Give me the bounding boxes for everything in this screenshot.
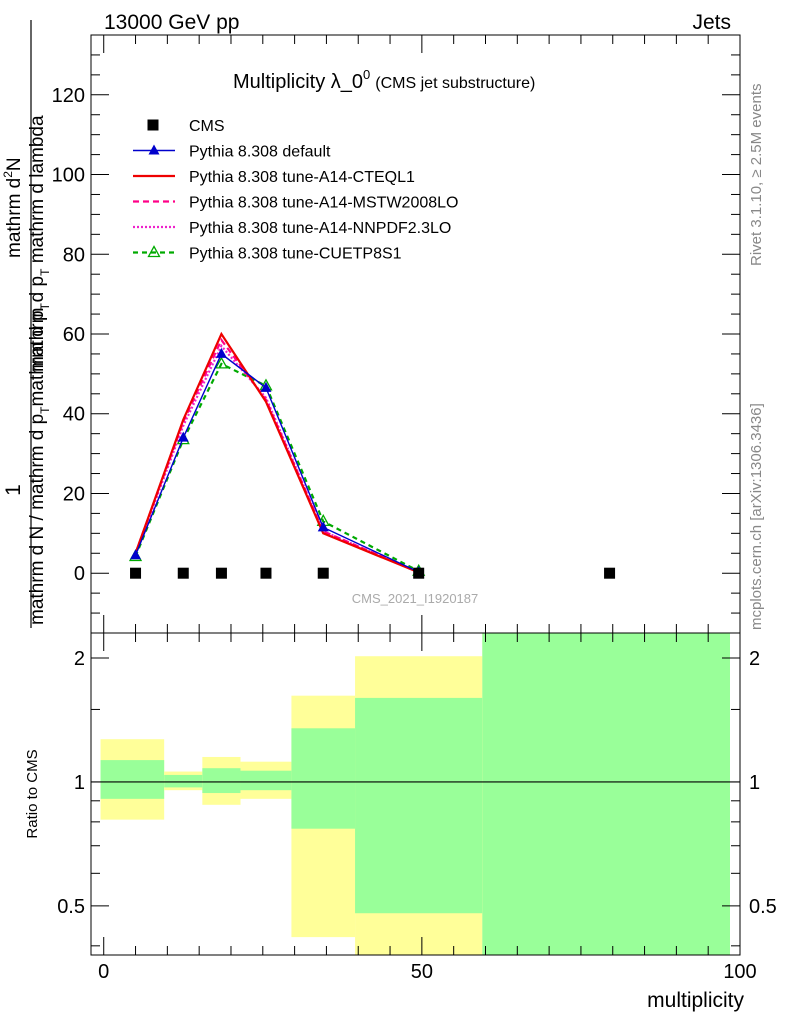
ratio-y-tick-label: 0.5 <box>57 896 85 918</box>
ratio-y-tick-label-right: 0.5 <box>749 896 777 918</box>
x-tick-label: 50 <box>411 961 433 983</box>
main-y-tick-label: 80 <box>63 244 85 266</box>
series-line-1 <box>134 352 419 573</box>
series-line-3 <box>134 337 420 574</box>
legend-marker-cms <box>147 119 159 131</box>
main-panel: 0 20 40 60 80 100 120 Multiplicity λ_00(CMS je… <box>1 20 741 634</box>
main-y-tick-label: 60 <box>63 324 85 346</box>
cms-data-point <box>177 567 189 579</box>
ratio-panel: 0.5 0.5 1 1 2 2 0 50 100 Ratio to CMS multiplic… <box>24 632 777 1012</box>
ratio-y-tick-label: 1 <box>74 772 85 794</box>
x-axis-title: multiplicity <box>647 989 744 1012</box>
legend-label-4: Pythia 8.308 tune-A14-NNPDF2.3LO <box>189 220 451 237</box>
main-y-axis: 0 20 40 60 80 100 120 <box>52 54 740 614</box>
ratio-y-tick-label: 2 <box>74 648 85 670</box>
x-tick-label: 0 <box>98 961 109 983</box>
cms-data-point <box>604 567 616 579</box>
cms-data-point <box>260 567 272 579</box>
series-line-2 <box>134 331 420 574</box>
main-y-tick-label: 120 <box>52 85 85 107</box>
ratio-band-green-6 <box>482 633 730 955</box>
analysis-watermark: CMS_2021_I1920187 <box>352 591 479 606</box>
chart-title: Multiplicity λ_00(CMS jet substructure) <box>233 67 535 93</box>
ratio-y-axis: 0.5 0.5 1 1 2 2 <box>57 648 777 947</box>
y-axis-title-prefactor-num: 1 <box>2 484 25 496</box>
header-process-label: Jets <box>692 11 731 34</box>
legend-label-0: CMS <box>189 118 225 135</box>
series-point-5 <box>214 356 229 369</box>
series-point-1 <box>177 431 189 442</box>
ratio-y-tick-label-right: 2 <box>749 648 760 670</box>
ratio-y-tick-label-right: 1 <box>749 772 760 794</box>
ratio-band-green-1 <box>164 774 203 788</box>
main-y-tick-label: 40 <box>63 404 85 426</box>
x-tick-label: 100 <box>723 961 756 983</box>
cms-data-point <box>317 567 329 579</box>
series-point-1 <box>317 521 329 532</box>
ratio-bands <box>91 633 740 955</box>
ratio-band-green-5 <box>355 697 483 914</box>
ratio-band-green-4 <box>291 728 356 829</box>
legend-label-5: Pythia 8.308 tune-CUETP8S1 <box>189 246 402 263</box>
series-line-4 <box>134 344 420 574</box>
main-y-tick-label: 100 <box>52 165 85 187</box>
legend-label-2: Pythia 8.308 tune-A14-CTEQL1 <box>189 169 415 186</box>
series-point-1 <box>215 347 227 358</box>
y-axis-title-prefactor-den: mathrm d N / mathrm d pTmathrm d pT <box>27 302 52 625</box>
cms-data-point <box>130 567 142 579</box>
y-axis-title-denominator: mathrm d pT mathrm d lambda <box>27 115 52 372</box>
legend-marker-1 <box>148 144 160 155</box>
series-point-1 <box>260 381 272 392</box>
legend-marker-5 <box>147 245 161 258</box>
side-label-rivet: Rivet 3.1.10, ≥ 2.5M events <box>748 84 765 267</box>
ratio-frame <box>90 632 741 956</box>
ratio-band-green-3 <box>240 770 292 791</box>
y-axis-title: 1 mathrm d N / mathrm d pTmathrm d pT ma… <box>1 20 52 628</box>
legend-label-1: Pythia 8.308 default <box>189 144 331 161</box>
header-energy-label: 13000 GeV pp <box>104 11 239 34</box>
series-point-1 <box>130 549 142 560</box>
legend-label-3: Pythia 8.308 tune-A14-MSTW2008LO <box>189 195 458 212</box>
main-y-tick-label: 20 <box>63 483 85 505</box>
cms-data-point <box>215 567 227 579</box>
y-axis-title-numerator: mathrm d2N <box>1 157 25 258</box>
ratio-band-green-0 <box>100 760 165 799</box>
legend: CMS Pythia 8.308 default Pythia 8.308 tune… <box>133 118 458 263</box>
ratio-y-axis-title: Ratio to CMS <box>24 749 41 838</box>
series-line-5 <box>134 362 420 573</box>
main-x-axis <box>103 35 741 633</box>
ratio-x-axis: 0 50 100 <box>98 633 757 983</box>
main-series-layer <box>128 331 616 579</box>
main-y-tick-label: 0 <box>74 563 85 585</box>
ratio-band-green-2 <box>202 768 241 794</box>
cms-data-point <box>413 567 425 579</box>
side-label-mcplots: mcplots.cern.ch [arXiv:1306.3436] <box>748 403 765 630</box>
